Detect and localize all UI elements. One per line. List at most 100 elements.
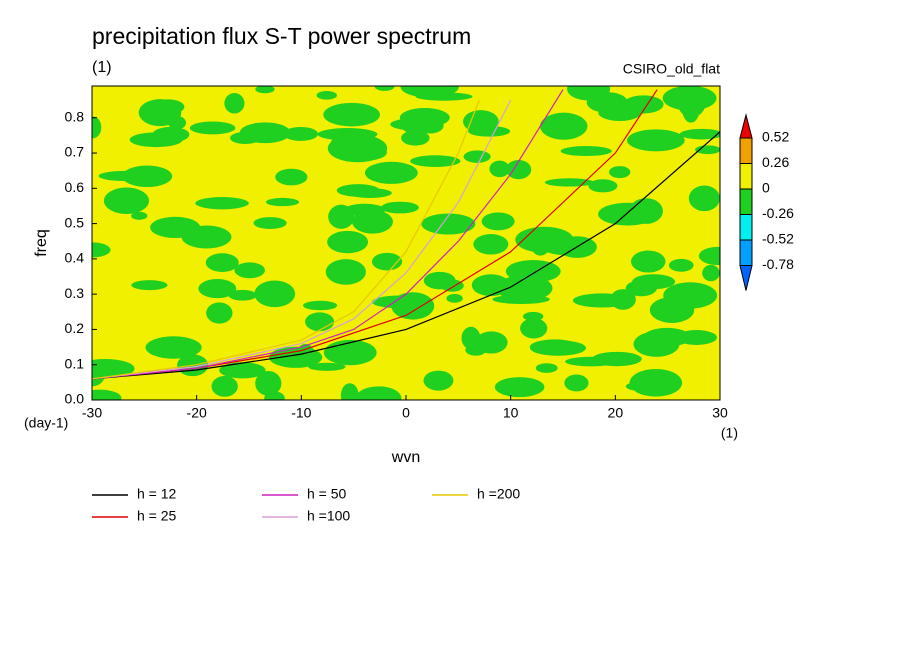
contour-patch <box>564 374 589 392</box>
contour-patch <box>265 197 300 207</box>
contour-patch <box>195 197 249 210</box>
x-tick-label: -20 <box>187 405 207 421</box>
contour-patch <box>520 318 548 339</box>
contour-patch <box>129 132 183 148</box>
contour-patch <box>505 259 561 283</box>
x-tick-label: 20 <box>608 405 624 421</box>
contour-patch <box>417 117 444 134</box>
contour-patch <box>122 165 173 188</box>
legend-label: h = 50 <box>307 486 347 502</box>
contour-patch <box>560 145 612 157</box>
contour-patch <box>224 92 245 114</box>
contour-patch <box>254 280 296 308</box>
contour-patch <box>327 230 369 254</box>
contour-patch <box>609 166 631 179</box>
subtitle: (1) <box>92 59 112 76</box>
x-tick-label: 30 <box>712 405 728 421</box>
contour-patch <box>131 280 168 291</box>
contour-patch <box>381 201 419 214</box>
x-unit: (1) <box>721 425 738 441</box>
contour-patch <box>446 293 463 303</box>
y-tick-label: 0.4 <box>65 250 85 266</box>
contour-patch <box>189 121 236 135</box>
contour-patch <box>410 155 461 167</box>
contour-patch <box>461 326 481 350</box>
colorbar-box <box>739 163 753 190</box>
contour-patch <box>205 253 239 272</box>
contour-patch <box>331 134 357 152</box>
contour-patch <box>347 188 392 198</box>
contour-patch <box>471 274 510 297</box>
contour-patch <box>152 99 185 115</box>
contour-patch <box>323 339 377 366</box>
contour-patch <box>698 246 720 266</box>
contour-patch <box>92 242 111 258</box>
contour-patch <box>92 367 127 376</box>
colorbar-label: 0.52 <box>762 129 789 145</box>
contour-patch <box>465 344 487 356</box>
colorbar-top <box>739 113 753 139</box>
y-unit: (day-1) <box>24 415 68 431</box>
contour-patch <box>253 217 287 229</box>
contour-patch <box>374 86 395 91</box>
model-label: CSIRO_old_flat <box>623 61 720 77</box>
contour-patch <box>492 294 550 305</box>
contour-patch <box>662 86 717 111</box>
contour-patch <box>632 274 676 290</box>
contour-patch <box>325 259 366 285</box>
colorbar-box <box>739 214 753 241</box>
dispersion-curve <box>92 99 480 380</box>
chart-title: precipitation flux S-T power spectrum <box>92 23 471 49</box>
contour-patch <box>633 331 680 357</box>
contour-patch <box>150 216 201 239</box>
contour-patch <box>255 86 275 94</box>
legend-label: h = 25 <box>137 508 177 524</box>
contour-patch <box>401 130 430 146</box>
y-axis-label: freq <box>33 229 50 257</box>
y-tick-label: 0.1 <box>65 355 85 371</box>
contour-patch <box>421 213 476 235</box>
contour-patch <box>391 292 435 320</box>
contour-patch <box>463 110 499 133</box>
contour-patch <box>481 212 515 231</box>
contour-patch <box>423 271 456 290</box>
contour-patch <box>340 383 359 400</box>
contour-patch <box>630 250 666 273</box>
dispersion-curve <box>92 131 720 380</box>
colorbar-label: -0.26 <box>762 205 794 221</box>
contour-patch <box>421 86 438 100</box>
x-tick-label: -10 <box>291 405 311 421</box>
contour-patch <box>103 187 150 214</box>
y-tick-label: 0.2 <box>65 320 85 336</box>
contour-patch <box>473 234 509 255</box>
dispersion-curve <box>92 99 512 380</box>
contour-patch <box>688 185 720 212</box>
contour-patch <box>539 112 588 140</box>
contour-patch <box>588 179 618 193</box>
contour-patch <box>679 128 720 140</box>
contour-patch <box>92 389 122 400</box>
y-tick-label: 0.6 <box>65 179 85 195</box>
colorbar-label: -0.78 <box>762 256 794 272</box>
contour-patch <box>308 362 346 371</box>
contour-patch <box>598 202 657 226</box>
contour-patch <box>591 351 642 367</box>
legend-label: h = 12 <box>137 486 177 502</box>
contour-patch <box>275 168 308 186</box>
x-tick-label: 10 <box>503 405 519 421</box>
contour-patch <box>234 262 265 279</box>
contour-patch <box>131 211 148 220</box>
contour-patch <box>219 362 266 379</box>
contour-patch <box>355 386 402 400</box>
contour-patch <box>296 343 315 366</box>
colorbar-label: 0 <box>762 180 770 196</box>
contour-patch <box>668 258 694 272</box>
contour-patch <box>255 370 282 396</box>
contour-patch <box>228 289 257 301</box>
contour-patch <box>489 160 510 178</box>
contour-field <box>92 86 720 400</box>
y-tick-label: 0.8 <box>65 108 85 124</box>
contour-patch <box>627 129 685 152</box>
contour-patch <box>351 209 393 234</box>
colorbar-box <box>739 137 753 164</box>
